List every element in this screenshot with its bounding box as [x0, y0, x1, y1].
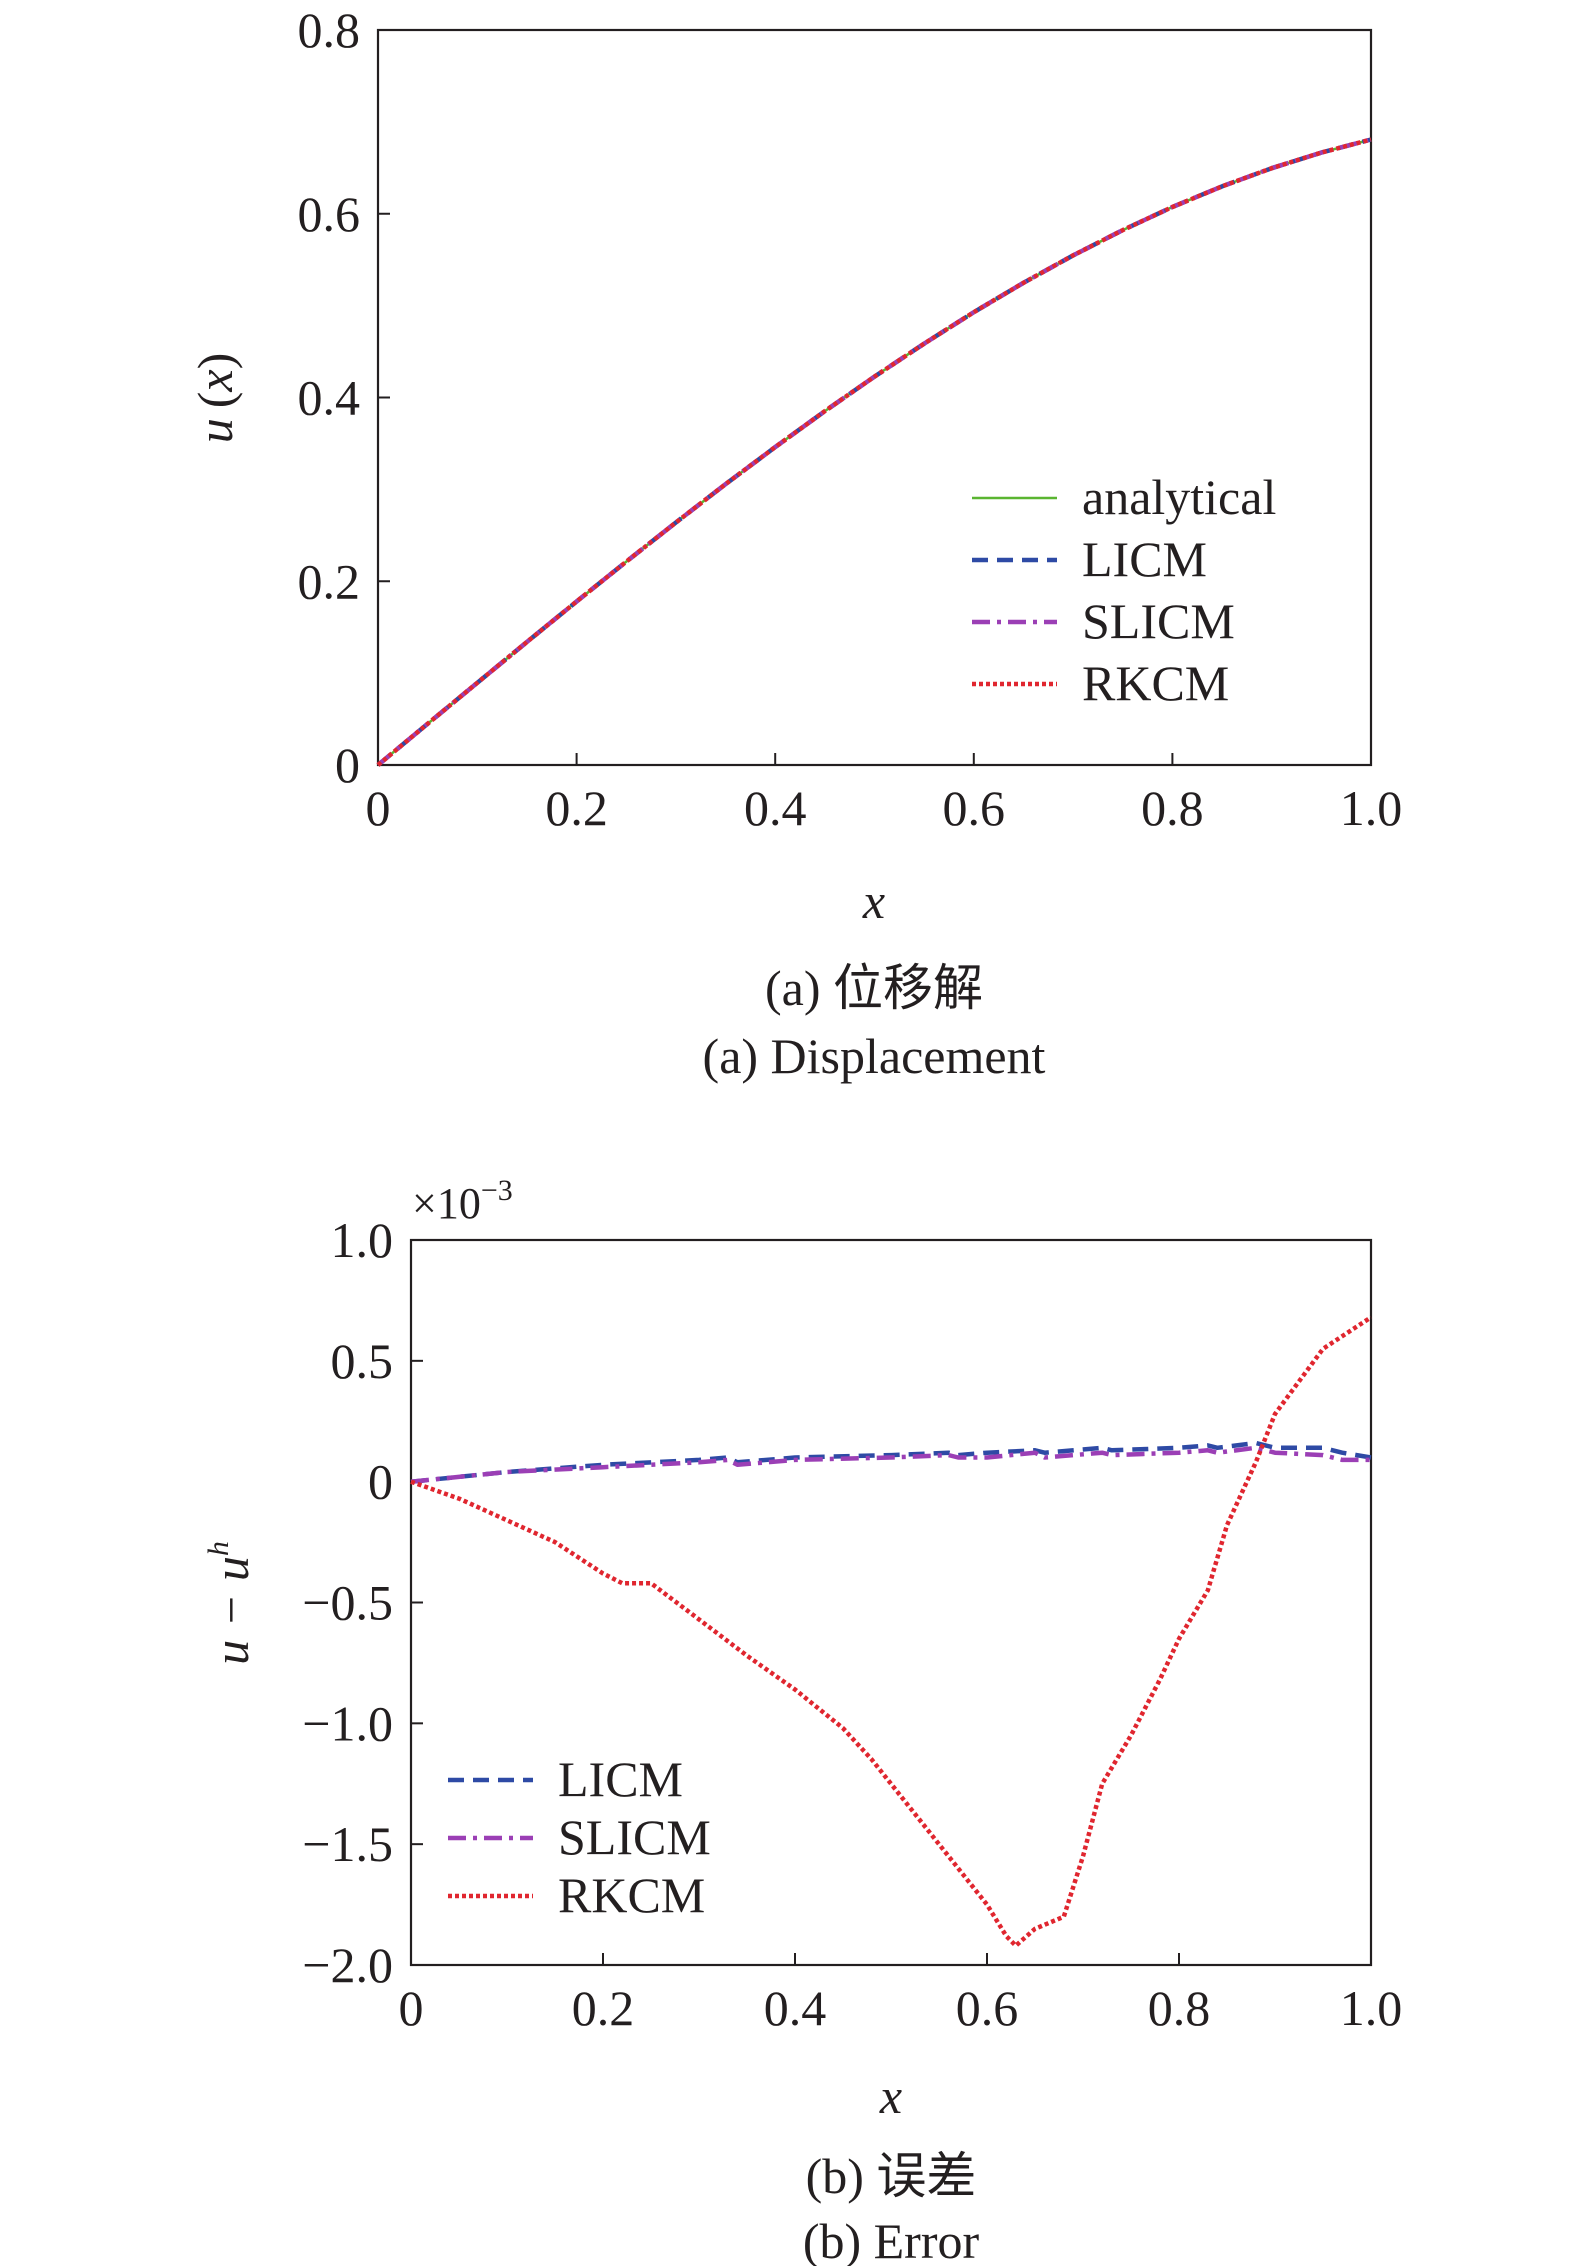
y-tick-label: 0.5 [331, 1333, 394, 1389]
x-tick-label: 1.0 [1340, 780, 1403, 836]
x-tick-label: 0 [399, 1980, 424, 2036]
legend-label-rkcm: RKCM [1082, 655, 1229, 711]
axis-ticks-a: 0 0.2 0.4 0.6 0.8 1.0 0 0.2 0.4 0.6 0.8 [298, 2, 1403, 836]
y-tick-label: 0.6 [298, 186, 361, 242]
x-axis-label-a: x [862, 873, 885, 929]
plot-frame-b [409, 1238, 1373, 1967]
y-tick-label: −1.0 [302, 1695, 393, 1751]
caption-en-b: (b) Error [803, 2213, 980, 2266]
legend-label-licm: LICM [558, 1751, 683, 1807]
series-line-rkcm [376, 137, 1372, 767]
y-tick-label: 0 [335, 737, 360, 793]
legend-a: analytical LICM SLICM RKCM [972, 469, 1276, 711]
scale-factor: ×10−3 [412, 1174, 513, 1228]
displacement-chart: 0 0.2 0.4 0.6 0.8 1.0 0 0.2 0.4 0.6 0.8 u(x) x ana… [187, 2, 1402, 1084]
y-tick-label: −1.5 [302, 1816, 393, 1872]
y-tick-label: −0.5 [302, 1575, 393, 1631]
x-tick-label: 0.8 [1148, 1980, 1211, 2036]
y-tick-label: 0.2 [298, 553, 361, 609]
caption-cn-b: (b) 误差 [806, 2148, 977, 2204]
y-axis-label-a: u(x) [187, 353, 243, 444]
legend-label-slicm: SLICM [1082, 593, 1235, 649]
caption-en-a: (a) Displacement [703, 1028, 1046, 1084]
y-tick-label: −2.0 [302, 1937, 393, 1993]
legend-label-analytical: analytical [1082, 469, 1276, 525]
y-tick-label: 0.4 [298, 370, 361, 426]
caption-cn-a: (a) 位移解 [765, 960, 983, 1016]
series-line-licm [410, 1440, 1372, 1484]
legend-label-rkcm: RKCM [558, 1867, 705, 1923]
series-line-slicm [410, 1445, 1371, 1484]
axis-ticks-b: 0 0.2 0.4 0.6 0.8 1.0 −2.0 −1.5 −1.0 −0.5 0 0.5 1.0 [302, 1212, 1402, 2036]
x-tick-label: 0.4 [744, 780, 807, 836]
series-lines-b [410, 1315, 1373, 1948]
x-tick-label: 0.8 [1141, 780, 1204, 836]
x-tick-label: 0.2 [572, 1980, 635, 2036]
series-line-rkcm [410, 1315, 1373, 1948]
x-tick-label: 0.6 [943, 780, 1006, 836]
legend-label-slicm: SLICM [558, 1809, 711, 1865]
x-tick-label: 0 [366, 780, 391, 836]
legend-label-licm: LICM [1082, 531, 1207, 587]
x-tick-label: 0.4 [764, 1980, 827, 2036]
y-tick-label: 0.8 [298, 2, 361, 58]
x-tick-label: 0.2 [545, 780, 608, 836]
x-axis-label-b: x [879, 2068, 902, 2124]
x-tick-label: 1.0 [1340, 1980, 1403, 2036]
y-tick-label: 0 [368, 1454, 393, 1510]
error-chart: ×10−3 0 0.2 0.4 0.6 0.8 1.0−2.0−1.5−1.0−0.500… [202, 1174, 1402, 2266]
y-tick-label: 1.0 [331, 1212, 394, 1268]
x-tick-label: 0.6 [956, 1980, 1019, 2036]
series-lines-a [376, 137, 1372, 767]
y-axis-label-b: u − uh [202, 1541, 259, 1665]
